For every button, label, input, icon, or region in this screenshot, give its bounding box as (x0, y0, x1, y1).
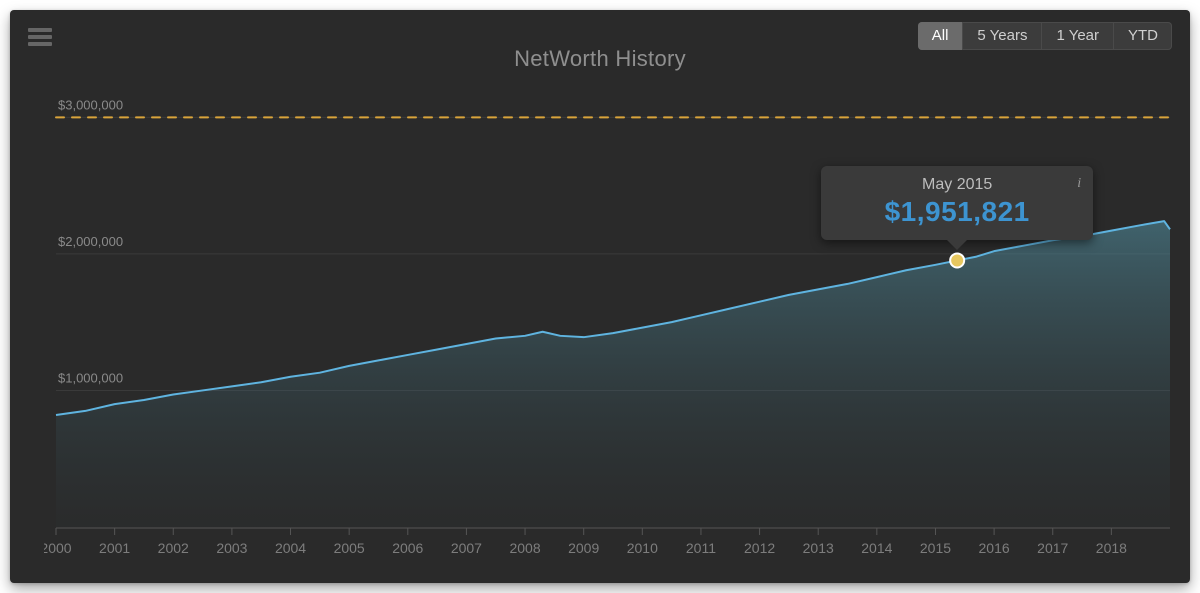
svg-text:2015: 2015 (920, 540, 951, 556)
chart-title: NetWorth History (10, 46, 1190, 72)
chart-area[interactable]: $1,000,000 $2,000,000 $3,000,000 2000 2001 20… (44, 90, 1176, 561)
svg-text:2001: 2001 (99, 540, 130, 556)
svg-text:2004: 2004 (275, 540, 306, 556)
menu-icon[interactable] (28, 28, 52, 46)
svg-text:2017: 2017 (1037, 540, 1068, 556)
svg-text:2006: 2006 (392, 540, 423, 556)
svg-text:2013: 2013 (803, 540, 834, 556)
svg-text:2000: 2000 (44, 540, 72, 556)
svg-text:2016: 2016 (979, 540, 1010, 556)
svg-text:2003: 2003 (216, 540, 247, 556)
svg-text:2010: 2010 (627, 540, 658, 556)
svg-text:2009: 2009 (568, 540, 599, 556)
svg-text:2011: 2011 (686, 540, 716, 556)
svg-text:$3,000,000: $3,000,000 (58, 97, 123, 112)
svg-text:$1,000,000: $1,000,000 (58, 370, 123, 385)
svg-text:2018: 2018 (1096, 540, 1127, 556)
svg-text:$2,000,000: $2,000,000 (58, 234, 123, 249)
svg-text:2005: 2005 (334, 540, 365, 556)
svg-text:2012: 2012 (744, 540, 775, 556)
svg-text:2008: 2008 (509, 540, 540, 556)
svg-text:2007: 2007 (451, 540, 482, 556)
networth-panel: All 5 Years 1 Year YTD NetWorth History … (10, 10, 1190, 583)
svg-text:2014: 2014 (861, 540, 892, 556)
svg-text:2002: 2002 (158, 540, 189, 556)
